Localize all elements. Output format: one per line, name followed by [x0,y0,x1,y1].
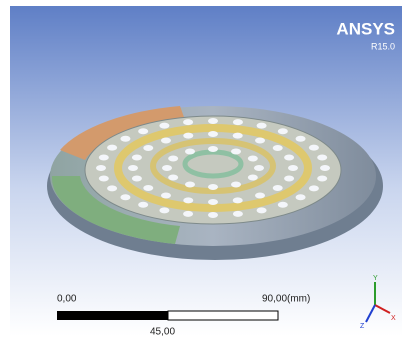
triad-z-label: Z [360,323,365,330]
hole [231,181,241,187]
hole [107,185,117,191]
hole [208,118,218,124]
hole [99,175,109,181]
hole [320,165,330,171]
hole [273,185,283,191]
triad-x-label: X [391,315,396,322]
hole [273,145,283,151]
hole [120,136,130,142]
scale-bar-white [168,311,278,320]
hole [254,165,264,171]
hole [255,137,265,143]
hole [138,202,148,208]
hole [208,199,218,205]
hole [208,131,218,137]
hole [208,212,218,218]
hole [278,128,288,134]
scale-bar-black [57,311,168,320]
hole [231,149,241,155]
hole [208,146,218,152]
hole [248,156,258,162]
hole [159,207,169,213]
model [47,106,383,260]
logo-version: R15.0 [371,41,395,51]
hole [257,123,267,129]
hole [296,194,306,200]
hole [284,176,294,182]
hole [143,145,153,151]
hole [99,155,109,161]
hole [233,119,243,125]
hole [317,175,327,181]
hole [183,133,193,139]
hole [168,175,178,181]
hole [208,184,218,190]
hole [96,165,106,171]
hole [168,156,178,162]
logo-title: ANSYS [336,19,395,38]
hole [185,149,195,155]
viewport: ANSYS R15.0 0,00 90,00(mm) 45,00 Y X Z [0,0,406,340]
scale-end: 90,00(mm) [262,294,310,305]
hole [161,137,171,143]
hole [162,165,172,171]
hole [159,123,169,129]
hole [128,165,138,171]
hole [107,145,117,151]
hole [317,155,327,161]
hole [183,197,193,203]
hole [257,207,267,213]
hole [233,197,243,203]
hole [233,133,243,139]
hole [132,154,142,160]
hole [161,193,171,199]
hole [288,165,298,171]
hole [183,119,193,125]
hole [309,145,319,151]
hole [309,185,319,191]
hole [284,154,294,160]
hole [143,185,153,191]
hole [278,202,288,208]
hole [296,136,306,142]
scale-middle: 45,00 [150,327,175,338]
hole [233,211,243,217]
hole [185,181,195,187]
triad-y-label: Y [373,275,378,282]
hole [138,128,148,134]
hole [255,193,265,199]
scale-start: 0,00 [57,294,77,305]
hole [248,175,258,181]
hole [183,211,193,217]
hole [132,176,142,182]
hole [120,194,130,200]
